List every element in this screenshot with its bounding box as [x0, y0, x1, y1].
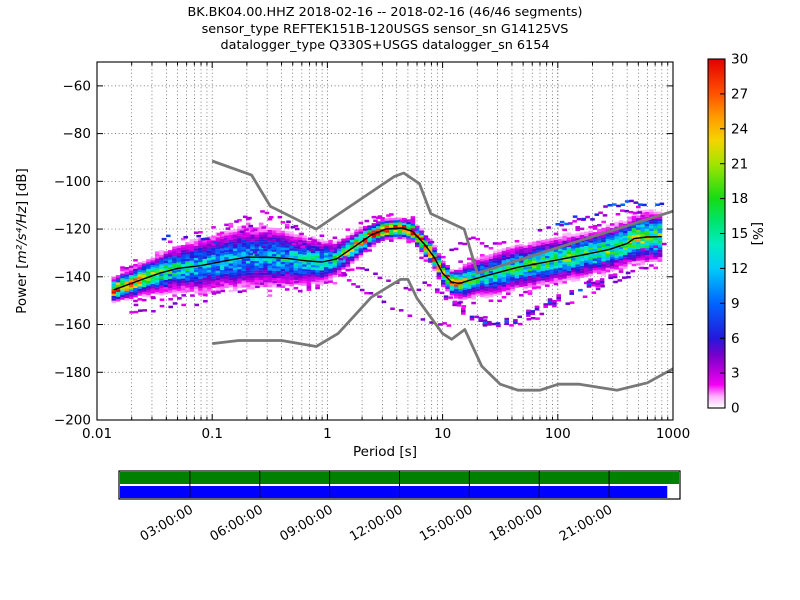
title-sensor-line: sensor_type REFTEK151B-120USGS sensor_sn…: [201, 21, 569, 37]
tick-label: 10: [434, 426, 451, 442]
tick-label: 6: [731, 331, 740, 347]
tick-label: 09:00:00: [278, 502, 336, 544]
mode-line: [113, 227, 662, 291]
high-noise-model-line: [211, 159, 673, 275]
title-datalogger-line: datalogger_type Q330S+USGS datalogger_sn…: [220, 38, 550, 53]
tick-label: 21:00:00: [557, 502, 615, 544]
tick-label: 15: [731, 226, 748, 242]
coverage-bar: [118, 470, 681, 500]
tick-label: 24: [731, 121, 748, 137]
tick-label: 3: [731, 366, 740, 382]
tick-label: 0.1: [201, 426, 222, 442]
tick-label: −200: [54, 413, 91, 429]
tick-label: 21: [731, 156, 748, 172]
tick-label: 0: [731, 401, 740, 417]
tick-label: −120: [54, 222, 91, 238]
low-noise-model-line: [212, 278, 673, 392]
tick-label: 100: [545, 426, 571, 442]
x-tick-labels: 0.01 0.1 1 10 100 1000: [82, 426, 690, 442]
tick-label: −80: [63, 126, 92, 142]
tick-label: −60: [63, 78, 92, 94]
tick-label: 18:00:00: [487, 502, 545, 544]
page-title: BK.BK04.00.HHZ 2018-02-16 -- 2018-02-16 …: [187, 5, 583, 20]
tick-label: 12: [731, 261, 748, 277]
plot-frame: [96, 61, 674, 421]
tick-label: 06:00:00: [208, 502, 266, 544]
colorbar-tick-labels: 0 3 6 9 12 15 18 21 24 27 30: [731, 52, 748, 417]
tick-label: 18: [731, 191, 748, 207]
tick-label: 12:00:00: [347, 502, 405, 544]
tick-label: 15:00:00: [417, 502, 475, 544]
tick-label: 1: [323, 426, 332, 442]
tick-label: 30: [731, 52, 748, 68]
tick-label: 03:00:00: [138, 502, 196, 544]
tick-label: 0.01: [82, 426, 112, 442]
tick-label: 1000: [656, 426, 690, 442]
tick-label: −180: [54, 365, 91, 381]
coverage-time-labels: 03:00:00 06:00:00 09:00:00 12:00:00 15:00:00…: [138, 502, 615, 544]
tick-label: 9: [731, 296, 740, 312]
psd-histogram: [111, 199, 667, 328]
tick-label: −160: [54, 317, 91, 333]
tick-label: 27: [731, 87, 748, 103]
axis-ticks: [96, 62, 674, 421]
x-axis-label: Period [s]: [353, 444, 417, 460]
tick-label: −100: [54, 174, 91, 190]
colorbar-label: [%]: [749, 222, 765, 246]
tick-label: −140: [54, 269, 91, 285]
colorbar: [707, 58, 726, 409]
y-tick-labels: −60 −80 −100 −120 −140 −160 −180 −200: [54, 78, 91, 428]
title-block: BK.BK04.00.HHZ 2018-02-16 -- 2018-02-16 …: [97, 5, 673, 55]
